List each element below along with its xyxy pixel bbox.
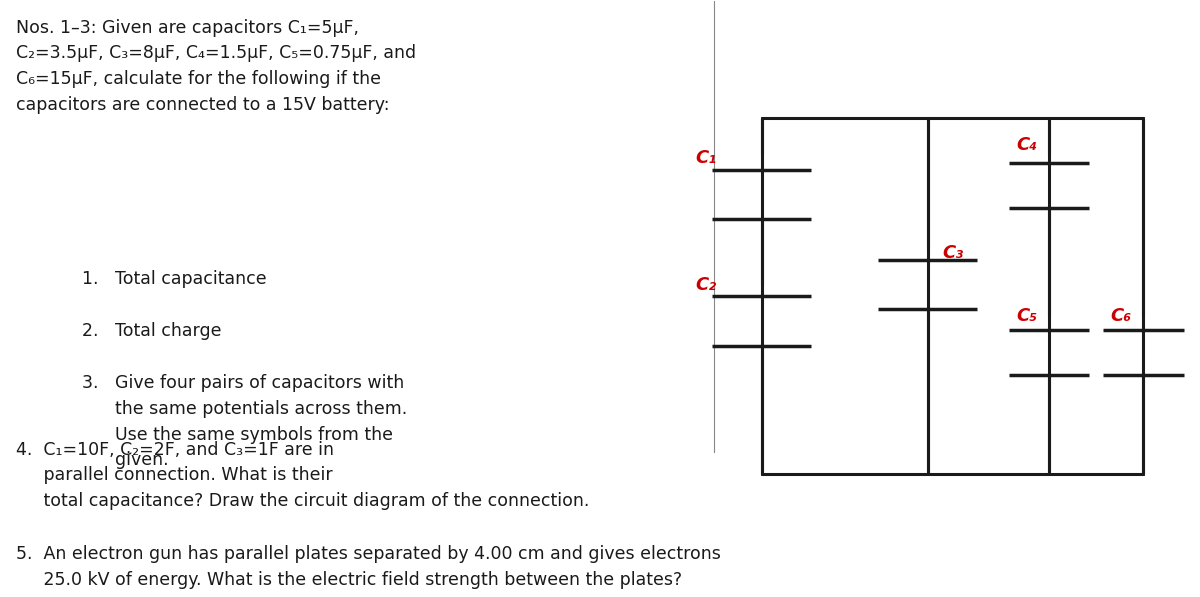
- Text: 3.   Give four pairs of capacitors with
      the same potentials across them.
 : 3. Give four pairs of capacitors with th…: [82, 374, 407, 469]
- Text: C₅: C₅: [1016, 307, 1037, 325]
- Text: C₆: C₆: [1110, 307, 1132, 325]
- Text: C₃: C₃: [942, 244, 964, 262]
- Text: Nos. 1–3: Given are capacitors C₁=5μF,
C₂=3.5μF, C₃=8μF, C₄=1.5μF, C₅=0.75μF, an: Nos. 1–3: Given are capacitors C₁=5μF, C…: [16, 19, 416, 114]
- Text: C₂: C₂: [695, 276, 716, 294]
- Text: C₄: C₄: [1016, 136, 1037, 154]
- Text: C₁: C₁: [695, 149, 716, 167]
- Text: 2.   Total charge: 2. Total charge: [82, 322, 221, 340]
- Text: 4.  C₁=10F, C₂=2F, and C₃=1F are in
     parallel connection. What is their
    : 4. C₁=10F, C₂=2F, and C₃=1F are in paral…: [16, 441, 589, 510]
- Text: 1.   Total capacitance: 1. Total capacitance: [82, 270, 266, 288]
- Text: 5.  An electron gun has parallel plates separated by 4.00 cm and gives electrons: 5. An electron gun has parallel plates s…: [16, 545, 721, 589]
